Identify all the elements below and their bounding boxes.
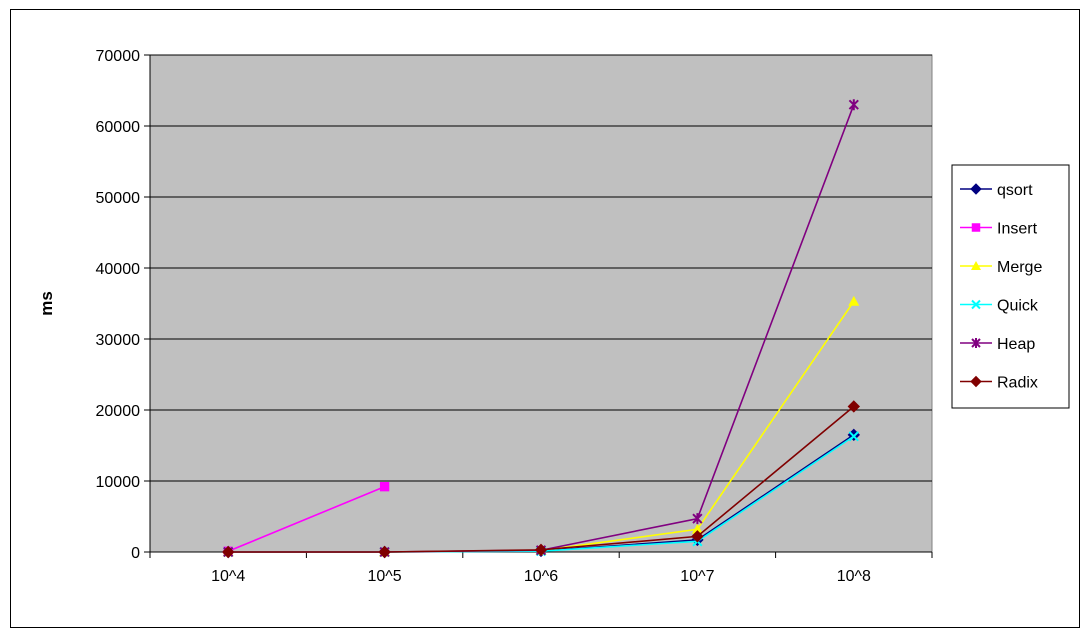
legend-item-heap: Heap: [960, 336, 1035, 353]
legend-marker: [971, 223, 981, 232]
legend-marker: [970, 375, 982, 388]
legend-item-merge: Merge: [960, 259, 1042, 276]
y-tick-label: 0: [131, 545, 140, 562]
x-tick-label: 10^5: [367, 568, 401, 585]
y-tick-label: 70000: [96, 48, 141, 65]
legend-item-radix: Radix: [960, 375, 1038, 392]
y-axis-title: ms: [37, 291, 56, 316]
y-tick-label: 10000: [96, 474, 141, 491]
y-tick-label: 20000: [96, 403, 141, 420]
data-point: [691, 530, 704, 543]
legend-marker: [971, 261, 981, 270]
legend-label: Quick: [997, 298, 1039, 315]
data-point: [379, 482, 390, 492]
legend-marker: [971, 338, 981, 348]
x-tick-label: 10^4: [211, 568, 245, 585]
x-tick-label: 10^6: [524, 568, 558, 585]
gridlines: [150, 54, 932, 482]
data-point: [534, 543, 548, 557]
legend-label: qsort: [997, 182, 1033, 199]
data-point: [691, 523, 703, 534]
legend-label: Heap: [997, 336, 1035, 353]
legend-item-quick: Quick: [960, 298, 1039, 315]
data-point: [692, 513, 703, 525]
legend-label: Insert: [997, 221, 1038, 238]
y-tick-label: 30000: [96, 332, 141, 349]
y-tick-label: 60000: [96, 119, 141, 136]
data-point: [848, 431, 859, 442]
x-tick-label: 10^8: [837, 568, 871, 585]
axes: 0 10000 20000 30000 40000 50000 60000 70000 10^4…: [96, 48, 933, 585]
legend-item-qsort: qsort: [960, 182, 1033, 199]
data-point: [378, 545, 391, 559]
series-radix: [221, 400, 861, 559]
data-point: [221, 545, 235, 559]
series-line: [227, 485, 385, 553]
data-point: [847, 400, 861, 413]
plot-area: [149, 54, 933, 553]
legend-marker: [971, 299, 981, 310]
legend-item-insert: Insert: [960, 221, 1038, 238]
data-point: [848, 295, 860, 306]
legend-marker: [970, 183, 982, 195]
legend-label: Merge: [997, 259, 1042, 276]
y-tick-label: 40000: [96, 261, 141, 278]
legend: qsort Insert Merge Quick Heap Radix: [951, 164, 1070, 409]
series-layer: [221, 99, 861, 559]
y-tick-label: 50000: [96, 190, 141, 207]
legend-label: Radix: [997, 375, 1038, 392]
x-tick-label: 10^7: [680, 568, 714, 585]
legend-box: [951, 164, 1070, 409]
data-point: [848, 99, 859, 111]
